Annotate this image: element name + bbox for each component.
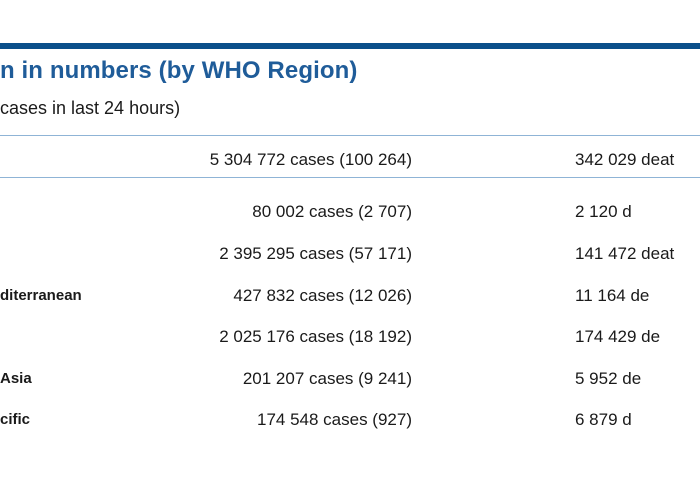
deaths-cell: 342 029 deat [575, 150, 675, 169]
table-row: diterranean 427 832 cases (12 026) 11 16… [0, 284, 700, 314]
table-row: 80 002 cases (2 707) 2 120 d [0, 200, 700, 230]
page-title: n in numbers (by WHO Region) [0, 57, 358, 84]
cases-cell: 2 395 295 cases (57 171) [219, 244, 412, 263]
totals-divider [0, 177, 700, 178]
cases-cell: 427 832 cases (12 026) [233, 286, 412, 305]
page-subtitle: cases in last 24 hours) [0, 98, 181, 118]
region-label: diterranean [0, 287, 82, 304]
header-top-rule [0, 43, 700, 49]
deaths-cell: 2 120 d [575, 202, 632, 221]
deaths-cell: 141 472 deat [575, 244, 675, 263]
deaths-cell: 6 879 d [575, 410, 632, 429]
table-row: cific 174 548 cases (927) 6 879 d [0, 408, 700, 438]
region-label: Asia [0, 370, 32, 387]
region-label: cific [0, 411, 31, 428]
deaths-cell: 5 952 de [575, 369, 642, 388]
table-row: Asia 201 207 cases (9 241) 5 952 de [0, 367, 700, 397]
table-row-global: 5 304 772 cases (100 264) 342 029 deat [0, 148, 700, 178]
deaths-cell: 174 429 de [575, 327, 661, 346]
cases-cell: 174 548 cases (927) [257, 410, 412, 429]
cases-cell: 80 002 cases (2 707) [252, 202, 412, 221]
deaths-cell: 11 164 de [575, 286, 650, 305]
cases-cell: 2 025 176 cases (18 192) [219, 327, 412, 346]
cases-cell: 201 207 cases (9 241) [242, 369, 412, 388]
header-divider [0, 135, 700, 136]
table-row: 2 395 295 cases (57 171) 141 472 deat [0, 242, 700, 272]
cases-cell: 5 304 772 cases (100 264) [209, 150, 412, 169]
table-row: 2 025 176 cases (18 192) 174 429 de [0, 325, 700, 355]
